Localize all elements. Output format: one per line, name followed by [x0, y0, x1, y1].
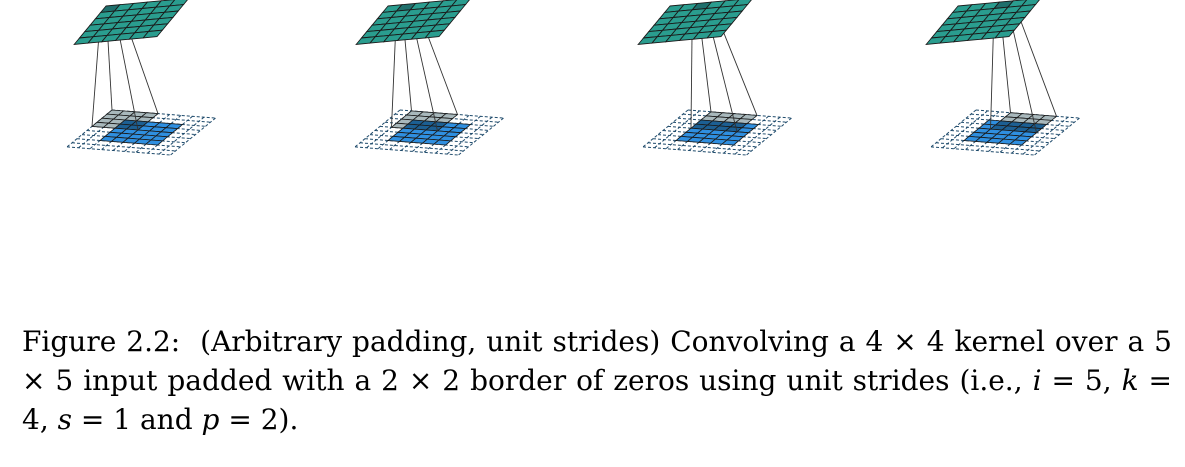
input-and-kernel-cells — [386, 110, 472, 146]
conv-panel-2 — [354, 0, 504, 156]
input-cell — [432, 139, 452, 146]
output-cell — [424, 29, 446, 39]
caption-k-value: = 4, — [22, 364, 1172, 436]
output-grid — [637, 0, 752, 45]
input-cell — [1008, 139, 1028, 146]
conv-panel-3 — [637, 0, 792, 156]
input-cell — [144, 139, 164, 146]
input-and-kernel-cells — [90, 109, 184, 146]
caption-s-value: = 1 and — [72, 403, 202, 436]
output-cell — [706, 29, 728, 39]
input-cell — [720, 139, 740, 146]
output-cell — [994, 29, 1016, 39]
caption-label: Figure 2.2: — [22, 325, 181, 358]
convolution-figure — [66, 0, 1080, 156]
conv-panel-4 — [925, 0, 1080, 156]
caption-p-value: = 2). — [219, 403, 299, 436]
symbol-s: s — [57, 403, 72, 436]
caption-text: (Arbitrary padding, unit strides) Convol… — [22, 325, 1172, 397]
conv-panel-1 — [66, 0, 216, 156]
symbol-k: k — [1121, 364, 1139, 397]
output-cell — [142, 29, 164, 39]
symbol-i: i — [1032, 364, 1042, 397]
output-grid — [73, 0, 188, 45]
output-grid — [355, 0, 470, 45]
figure-caption: Figure 2.2: (Arbitrary padding, unit str… — [22, 322, 1172, 439]
output-grid — [925, 0, 1040, 45]
input-and-kernel-cells — [962, 112, 1058, 146]
symbol-p: p — [201, 403, 220, 436]
caption-i-value: = 5, — [1041, 364, 1122, 397]
